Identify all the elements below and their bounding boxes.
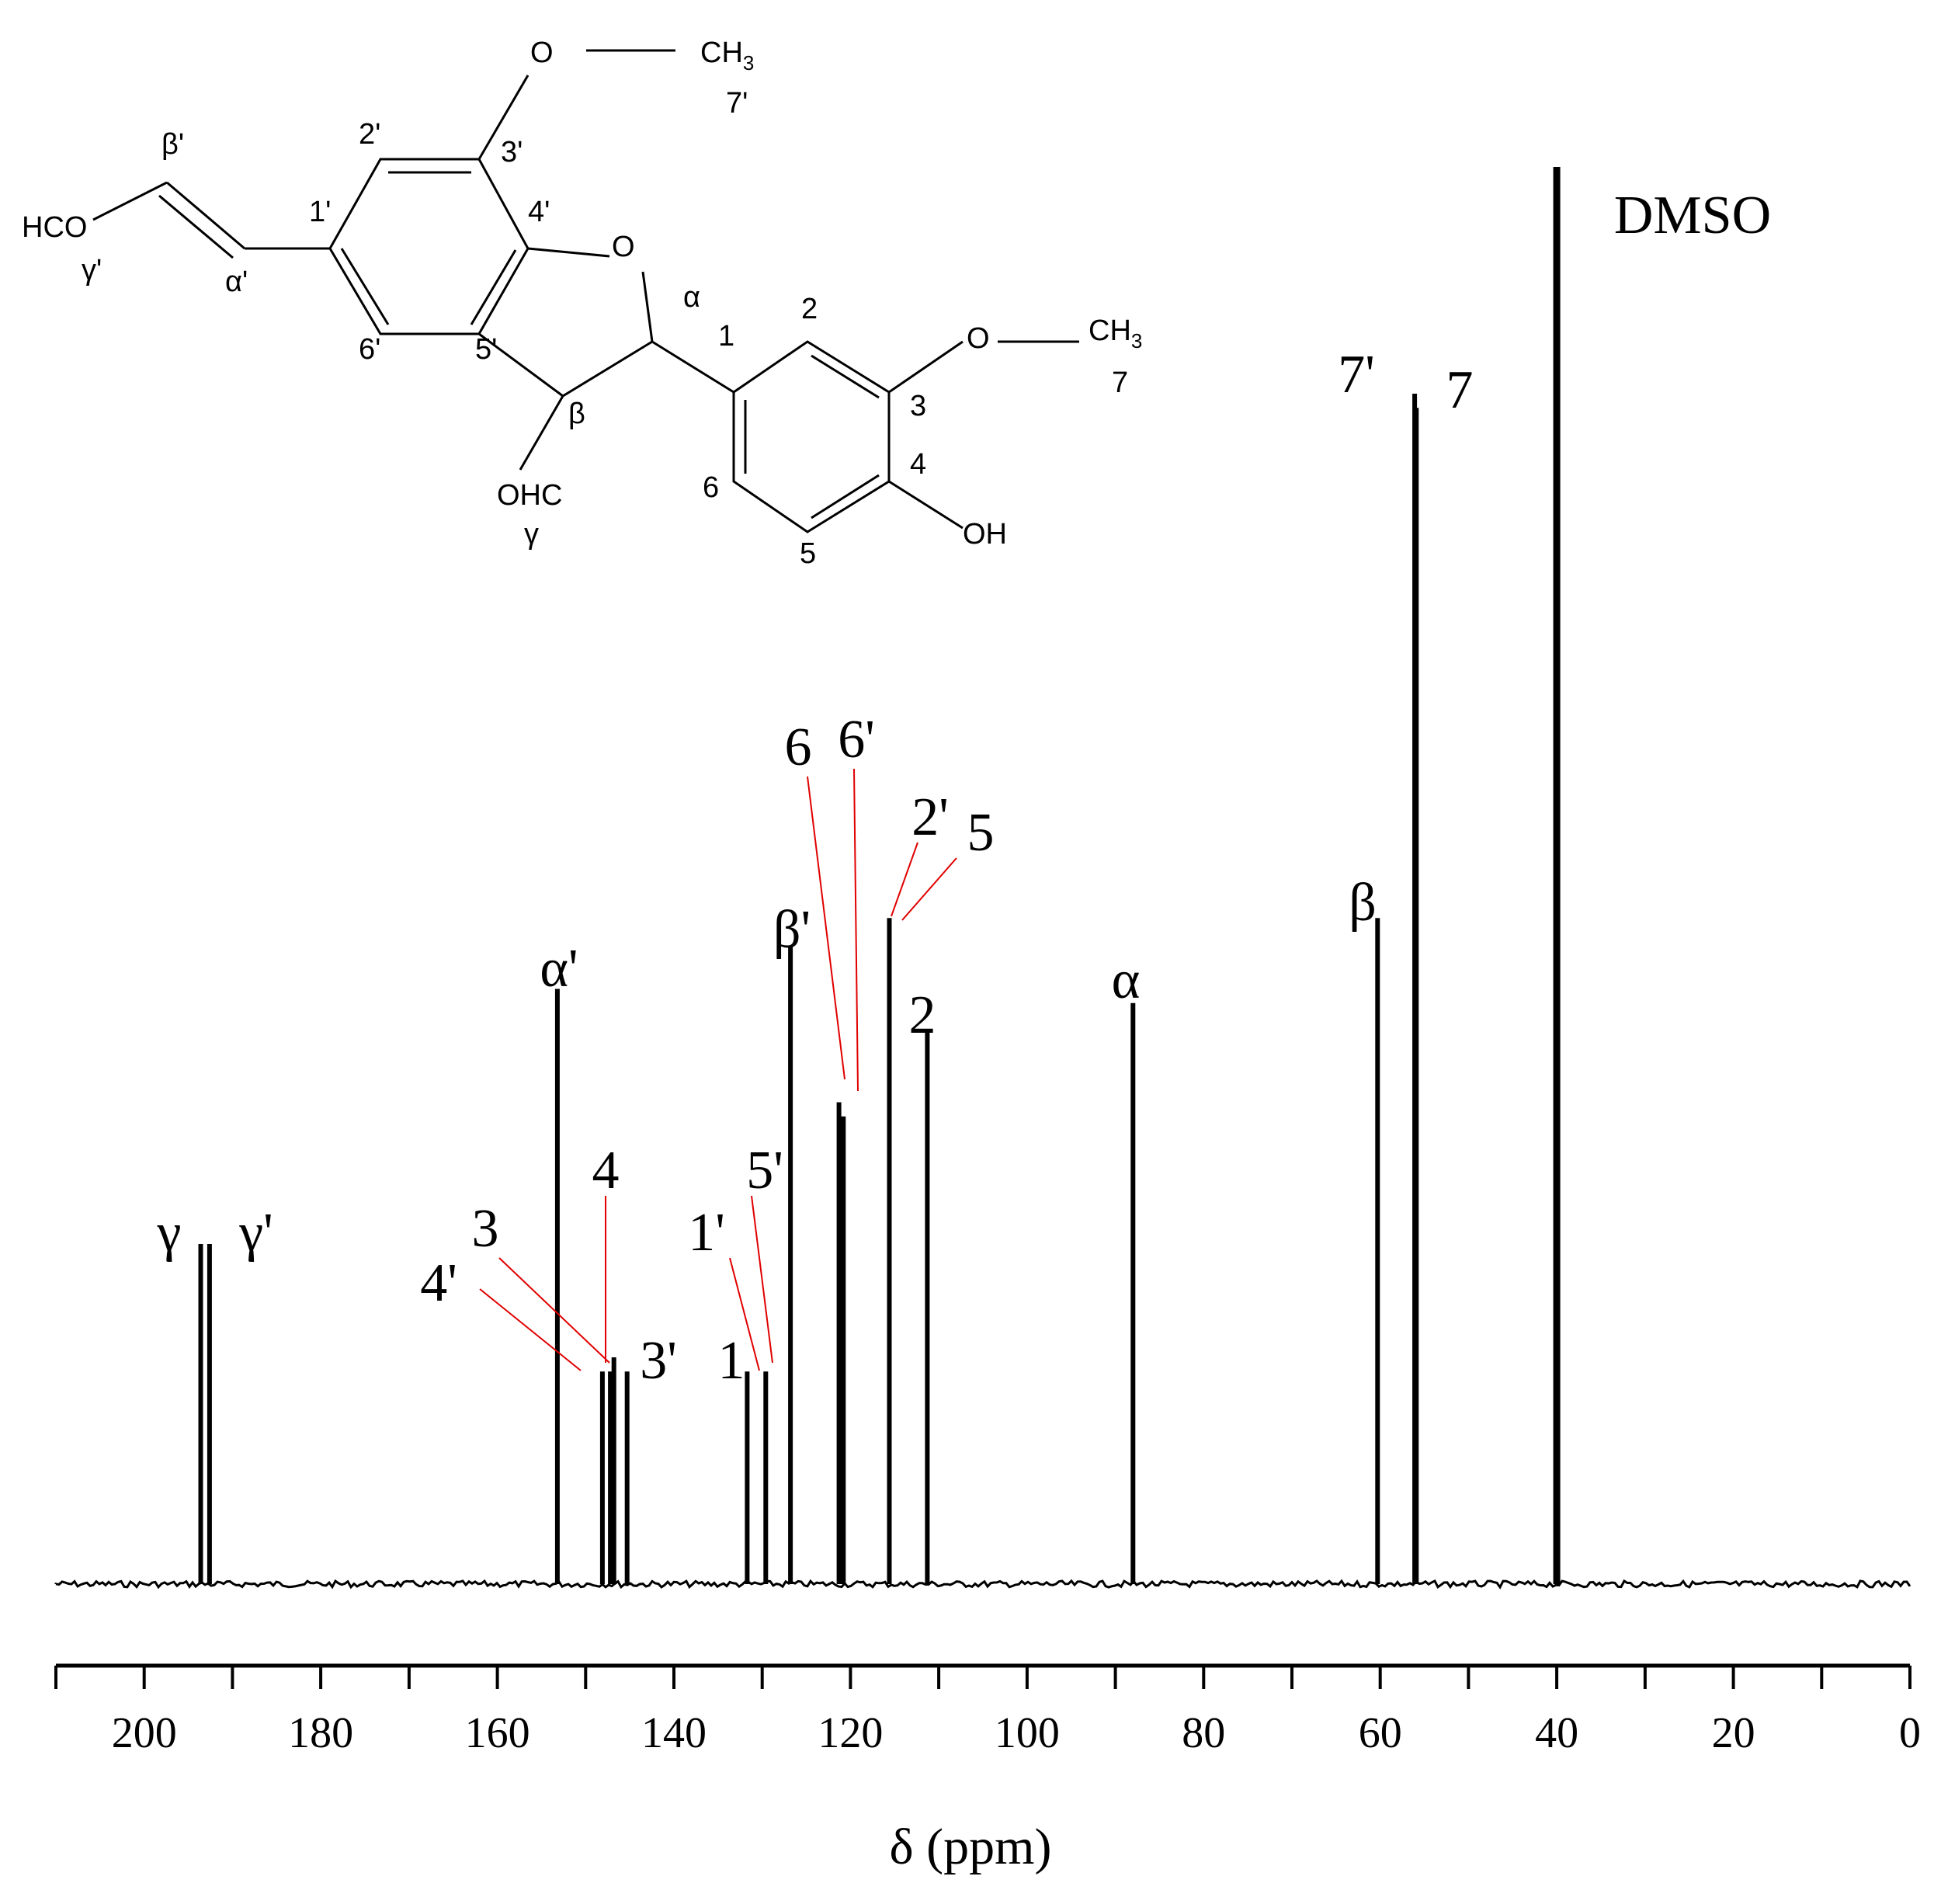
leader-line-8: [891, 842, 918, 917]
molecule-structure: O CH3 7' 2' 3' 1' 4' 6' 5' β' HCO γ' α' …: [22, 36, 1142, 570]
structure-bonds: [92, 49, 1079, 533]
leader-line-3: [807, 776, 845, 1080]
peak-label-14: 5: [967, 803, 995, 863]
leader-line-0: [498, 1257, 610, 1364]
x-tick-label-100: 100: [995, 1709, 1060, 1757]
peak-label-5: 4: [592, 1141, 620, 1200]
x-tick-label-60: 60: [1359, 1709, 1402, 1757]
peak-label-12: 6': [838, 710, 875, 770]
peak-label-20: DMSO: [1614, 186, 1771, 245]
atom-label-2p: 2': [359, 118, 380, 151]
x-tick-label-140: 140: [641, 1709, 707, 1757]
atom-label-gamma: γ: [524, 518, 539, 551]
atom-label-7: 7: [1112, 367, 1128, 399]
atom-label-3: 3: [910, 390, 926, 422]
leader-line-2: [901, 857, 957, 921]
atom-label-6: 6: [703, 471, 719, 504]
peak-label-8: 1': [688, 1203, 725, 1263]
x-tick-label-200: 200: [112, 1709, 177, 1757]
spectrum-baseline: [54, 1579, 1911, 1590]
spectrum-peaks: [198, 167, 1561, 1584]
atom-label-5p: 5': [475, 333, 497, 366]
atom-label-beta: β: [568, 398, 585, 430]
peak-label-6: 3': [640, 1331, 677, 1391]
peak-label-15: 2: [909, 985, 936, 1045]
x-tick-label-80: 80: [1182, 1709, 1225, 1757]
atom-ch3-right: CH3: [1089, 314, 1142, 353]
leader-line-5: [729, 1257, 760, 1371]
atom-label-1p: 1': [309, 196, 331, 228]
peak-label-19: 7: [1446, 360, 1474, 420]
peak-label-18: 7': [1338, 345, 1375, 405]
atom-label-2: 2: [801, 293, 818, 325]
peak-label-16: α: [1112, 950, 1141, 1010]
atom-ch3-top: CH3: [700, 36, 754, 75]
x-axis-title: δ (ppm): [890, 1819, 1052, 1875]
peak-label-11: 6: [785, 717, 812, 777]
x-tick-label-20: 20: [1712, 1709, 1755, 1757]
peak-label-10: β': [773, 900, 811, 960]
peak-label-9: 5': [746, 1141, 783, 1200]
atom-label-alpha: α: [683, 281, 700, 314]
atom-o-top: O: [530, 36, 554, 69]
atom-label-5: 5: [800, 537, 816, 570]
atom-ohc: OHC: [497, 479, 562, 512]
atom-hco: HCO: [22, 211, 87, 244]
atom-label-gamma-prime: γ': [82, 254, 102, 287]
leader-line-4: [479, 1288, 582, 1371]
baseline-trace: [54, 1579, 1911, 1590]
peak-label-7: 1: [718, 1331, 745, 1391]
x-tick-label-0: 0: [1899, 1709, 1921, 1757]
atom-oh: OH: [963, 518, 1007, 551]
peak-label-3: 4': [420, 1253, 457, 1313]
x-axis-ticks: 200 180 160 140 120 100 80 60 40 20 0: [54, 1666, 1921, 1757]
atom-label-4p: 4': [528, 196, 550, 228]
atom-label-6p: 6': [359, 333, 380, 366]
peak-label-1: γ': [238, 1203, 273, 1263]
peak-leader-lines: [479, 768, 957, 1371]
x-tick-label-180: 180: [288, 1709, 353, 1757]
atom-label-4: 4: [910, 448, 926, 481]
atom-label-3p: 3': [501, 136, 523, 169]
atom-label-beta-prime: β': [161, 128, 184, 161]
leader-line-7: [853, 768, 859, 1092]
peak-label-0: γ: [157, 1203, 182, 1263]
x-tick-label-120: 120: [818, 1709, 883, 1757]
atom-label-1: 1: [718, 320, 734, 353]
x-tick-label-160: 160: [465, 1709, 530, 1757]
atom-o-right: O: [967, 322, 990, 355]
atom-label-alpha-prime: α': [225, 266, 248, 298]
peak-label-2: α': [540, 939, 578, 999]
atom-o-ring: O: [612, 231, 635, 263]
peak-label-17: β: [1349, 873, 1377, 933]
leader-line-6: [751, 1195, 773, 1364]
peak-label-13: 2': [911, 787, 949, 847]
x-tick-label-40: 40: [1535, 1709, 1578, 1757]
atom-label-7p: 7': [726, 87, 748, 120]
peak-label-4: 3: [472, 1199, 499, 1259]
